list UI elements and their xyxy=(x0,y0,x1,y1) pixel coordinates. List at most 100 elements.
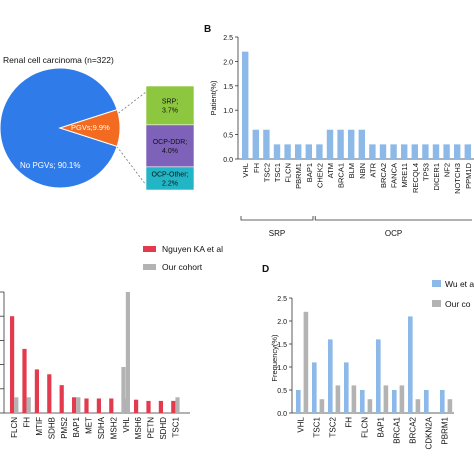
bar-nguyen-sdhb xyxy=(47,374,52,413)
x-tick-label-fh: FH xyxy=(345,417,354,428)
y-tick-label: 1.0 xyxy=(277,365,287,372)
bar-nbn xyxy=(358,129,365,159)
bar-tsc2 xyxy=(263,129,270,159)
bar-nguyen-mtif xyxy=(34,369,39,413)
bar-blm xyxy=(348,129,355,159)
x-tick-label-bap1: BAP1 xyxy=(305,163,314,182)
bar-tsc1 xyxy=(273,144,281,159)
x-tick-label-flcn: FLCN xyxy=(284,163,293,183)
x-tick-label-mre11: MRE11 xyxy=(400,163,409,187)
y-tick-label: 0.0 xyxy=(223,157,233,164)
panel-label-b: B xyxy=(204,24,211,35)
bar-flcn xyxy=(284,144,291,159)
bar-wu-tsc2 xyxy=(328,339,333,413)
y-axis-label: Patient(%) xyxy=(209,80,218,116)
legend-swatch-1 xyxy=(432,300,441,307)
bar-nguyen-petn xyxy=(146,400,151,413)
breakdown-seg-2 xyxy=(145,166,195,191)
x-tick-label-vhl: VHL xyxy=(122,416,131,432)
y-tick-label: 0.0 xyxy=(277,411,287,418)
x-tick-label-nbn: NBN xyxy=(358,163,367,179)
bar-tp53 xyxy=(422,144,429,159)
x-tick-label-brca1: BRCA1 xyxy=(337,163,346,188)
bar-pbrm1 xyxy=(295,144,302,159)
bar-mre11 xyxy=(401,144,408,159)
breakdown-label-0-a: SRP; xyxy=(162,98,178,105)
x-tick-label-pbrm1: PBRM1 xyxy=(441,416,450,444)
x-tick-label-blm: BLM xyxy=(347,163,356,178)
bar-notch3 xyxy=(454,144,461,159)
y-tick-label: 1.5 xyxy=(223,84,233,91)
bar-our-brca1 xyxy=(399,385,405,413)
x-tick-label-nf2: NF2 xyxy=(443,163,452,177)
bar-wu-tsc1 xyxy=(312,362,317,413)
breakdown-label-2-b: 2.2% xyxy=(162,180,178,187)
bar-brca1 xyxy=(337,129,344,159)
x-tick-label-atm: ATM xyxy=(326,163,335,178)
x-tick-label-vhl: VHL xyxy=(241,163,250,178)
bar-our-extra xyxy=(121,367,126,413)
x-tick-label-recql4: RECQL4 xyxy=(411,163,420,193)
x-tick-label-tsc2: TSC2 xyxy=(329,416,338,437)
legend-swatch-1 xyxy=(143,264,156,270)
bar-our-brca2 xyxy=(415,399,421,413)
bar-wu-flcn xyxy=(360,390,365,413)
bar-nguyen-met xyxy=(84,398,89,413)
breakdown-label-1-b: 4.0% xyxy=(162,148,178,155)
bar-our-vhl xyxy=(303,311,309,413)
legend-swatch-0 xyxy=(143,246,156,252)
bar-our-fh xyxy=(26,397,31,413)
panel-a-pie: Renal cell carcinoma (n=322) No PGVs; 90… xyxy=(0,55,195,191)
y-tick-label: 0.5 xyxy=(223,133,233,140)
x-tick-label-vhl: VHL xyxy=(297,416,306,432)
y-axis-label: Frequency(%) xyxy=(270,334,279,382)
x-tick-label-msh6: MSH6 xyxy=(134,416,143,439)
bar-nguyen-flcn xyxy=(10,316,15,413)
x-tick-label-ppm1d: PPM1D xyxy=(464,162,473,188)
x-tick-label-fh: FH xyxy=(23,417,32,428)
x-tick-label-notch3: NOTCH3 xyxy=(453,163,462,194)
bar-bap1 xyxy=(305,144,312,159)
bar-our-tsc1 xyxy=(175,397,180,413)
y-tick-label: 1.0 xyxy=(223,108,233,115)
x-tick-label-bap1: BAP1 xyxy=(377,416,386,437)
pie-title: Renal cell carcinoma (n=322) xyxy=(3,55,114,65)
bar-nguyen-msh6 xyxy=(134,399,139,413)
bar-nguyen-pms2 xyxy=(59,385,64,413)
bar-fh xyxy=(252,129,259,159)
x-tick-label-fanca: FANCA xyxy=(390,163,399,188)
group-label-ocp: OCP xyxy=(385,229,402,238)
x-tick-label-dicer1: DICER1 xyxy=(432,163,441,191)
x-tick-label-sdhd: SDHD xyxy=(159,417,168,440)
bar-wu-cdkn2a xyxy=(424,390,429,413)
bar-wu-pbrm1 xyxy=(440,390,445,413)
bar-nguyen-bap1 xyxy=(72,397,77,413)
bar-our-tsc2 xyxy=(335,385,341,413)
bar-wu-brca1 xyxy=(392,390,397,413)
x-tick-label-atr: ATR xyxy=(368,162,377,177)
bar-our-fh xyxy=(351,385,357,413)
x-tick-label-pbrm1: PBRM1 xyxy=(294,163,303,189)
y-tick-label: 2.5 xyxy=(223,35,233,42)
bar-brca2 xyxy=(379,144,387,159)
x-tick-label-petn: PETN xyxy=(147,417,156,439)
bar-atr xyxy=(369,144,376,159)
bar-our-flcn xyxy=(14,397,19,413)
bar-nguyen-sdha xyxy=(96,398,101,413)
y-tick-label: 0.5 xyxy=(277,388,287,395)
connector-bottom xyxy=(111,139,147,186)
bar-our-bap1 xyxy=(76,397,81,413)
bar-recql4 xyxy=(411,144,418,159)
legend-label-0: Wu et a xyxy=(445,279,474,289)
pie-slice-1 xyxy=(58,109,121,147)
bar-our-vhl xyxy=(125,292,130,413)
x-tick-label-pms2: PMS2 xyxy=(60,416,69,438)
bar-wu-fh xyxy=(344,362,349,413)
breakdown-seg-1 xyxy=(145,124,195,168)
x-tick-label-msh2: MSH2 xyxy=(109,416,118,439)
bar-ppm1d xyxy=(464,144,471,159)
bar-nguyen-sdhd xyxy=(158,400,163,413)
legend-label-1: Our co xyxy=(445,299,471,309)
bar-nguyen-tsc1 xyxy=(171,400,176,413)
